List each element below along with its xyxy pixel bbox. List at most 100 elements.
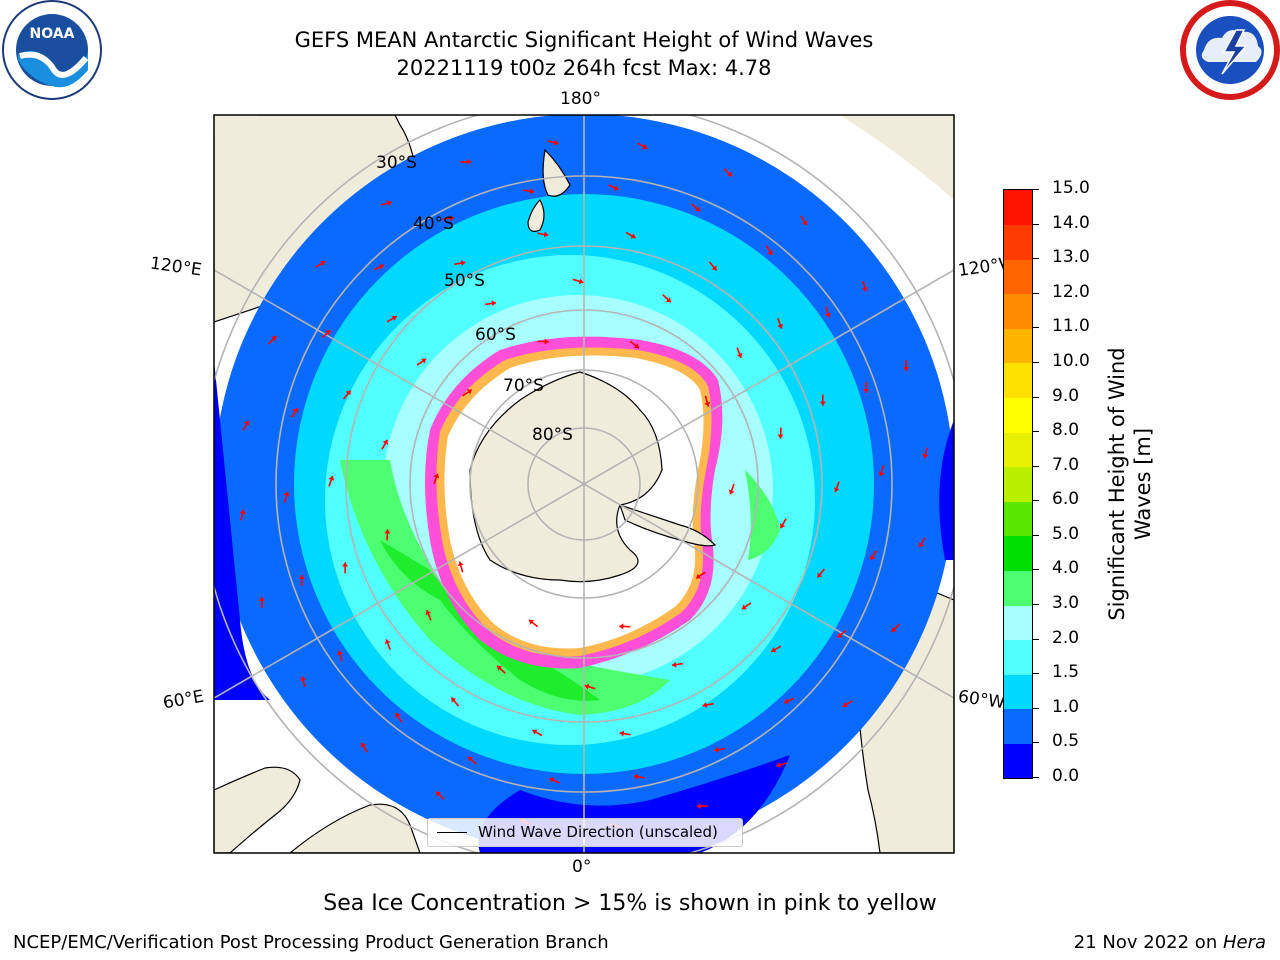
wind-arrow-head	[819, 401, 826, 406]
colorbar-segment	[1004, 328, 1032, 364]
lat-label-40s: 40°S	[413, 214, 454, 234]
colorbar-tick-mark	[1033, 707, 1039, 709]
colorbar-tick-label: 11.0	[1052, 316, 1090, 337]
wind-arrow-head	[544, 338, 549, 345]
wind-arrow-head	[903, 367, 910, 372]
wind-arrow-head	[825, 312, 831, 318]
colorbar-tick-mark	[1033, 638, 1039, 640]
chart-subtitle: 20221119 t00z 264h fcst Max: 4.78	[396, 56, 772, 80]
wind-arrow-head	[671, 661, 677, 668]
wind-arrow-head	[727, 171, 733, 177]
africa-land	[289, 803, 421, 853]
wind-arrow-head	[642, 143, 648, 150]
wind-arrow-head	[777, 323, 784, 329]
colorbar-tick-label: 10.0	[1052, 350, 1090, 371]
colorbar-tick-label: 0.5	[1052, 731, 1080, 752]
antarctic-peninsula	[619, 504, 717, 547]
wind-arrow-head	[543, 231, 549, 238]
colorbar-tick-mark	[1033, 361, 1039, 363]
wind-arrow-head	[271, 335, 277, 341]
wind-arrow-head	[633, 773, 639, 780]
wind-arrow-head	[468, 756, 473, 762]
lon-label-0: 0°	[572, 857, 592, 877]
colorbar-tick-label: 13.0	[1052, 247, 1090, 268]
wind-arrow-head	[395, 713, 401, 719]
colorbar-segment	[1004, 570, 1032, 606]
colorbar-tick-label: 1.5	[1052, 662, 1080, 683]
wind-arrow-head	[704, 401, 711, 407]
wind-arrow-head	[328, 475, 335, 481]
wind-arrow-head	[578, 278, 584, 285]
wind-arrow-head	[258, 596, 265, 601]
wind-arrow-head	[613, 185, 619, 191]
colorbar-tick-mark	[1033, 327, 1039, 329]
wind-arrow-head	[736, 353, 743, 358]
wind-arrow-head	[634, 343, 640, 349]
footer-left: NCEP/EMC/Verification Post Processing Pr…	[13, 932, 609, 953]
wind-arrow-head	[837, 632, 843, 638]
colorbar-segment	[1004, 605, 1032, 641]
colorbar-tick-mark	[1033, 292, 1039, 294]
colorbar-segment	[1004, 362, 1032, 399]
noaa-logo: NOAA	[0, 0, 104, 104]
colorbar-label-line2: Waves [m]	[1131, 427, 1155, 541]
colorbar-segment	[1004, 708, 1032, 744]
wind-arrow-head	[457, 561, 464, 567]
colorbar-tick-mark	[1033, 500, 1039, 502]
colorbar-tick-mark	[1033, 742, 1039, 744]
footer-date: 21 Nov 2022 on	[1073, 932, 1223, 953]
colorbar-tick-mark	[1033, 189, 1039, 190]
colorbar-tick-mark	[1033, 777, 1039, 778]
colorbar-segment	[1004, 224, 1032, 260]
colorbar-tick-mark	[1033, 258, 1039, 260]
wind-arrow-head	[783, 698, 789, 704]
wind-arrow-head	[382, 439, 389, 445]
wind-arrow-head	[714, 746, 719, 753]
colorbar-tick-label: 12.0	[1052, 281, 1090, 302]
wind-arrow-head	[360, 742, 367, 748]
wind-arrow-head	[553, 139, 559, 146]
wind-arrow-head	[549, 777, 555, 783]
wind-arrow-head	[863, 389, 870, 394]
sea-ice-note-text: Sea Ice Concentration > 15% is shown in …	[323, 891, 937, 916]
wind-arrow-head	[433, 473, 440, 479]
colorbar-segment	[1004, 674, 1032, 710]
wind-arrows	[239, 139, 929, 829]
wind-arrow-head	[421, 358, 427, 364]
wind-arrow-head	[386, 200, 392, 206]
wind-arrow-head	[451, 697, 457, 703]
madagascar-land	[214, 766, 301, 853]
colorbar-segment	[1004, 432, 1032, 468]
lat-label-30s: 30°S	[376, 153, 417, 173]
wind-arrow-head	[384, 639, 391, 645]
colorbar-segment	[1004, 535, 1032, 571]
wind-arrow-head	[779, 523, 786, 529]
colorbar-tick-label: 14.0	[1052, 212, 1090, 233]
footer-right: 21 Nov 2022 on Hera	[1074, 932, 1266, 953]
wind-arrow-head	[532, 729, 538, 735]
wind-arrow-head	[619, 730, 625, 737]
wind-arrow-head	[384, 529, 391, 534]
wind-arrow-head	[320, 260, 326, 267]
wind-arrow-head	[425, 610, 432, 615]
colorbar-tick-label: 0.0	[1052, 766, 1080, 786]
wind-arrow-head	[342, 562, 349, 567]
wind-arrow-head	[918, 542, 925, 548]
sea-ice-note: Sea Ice Concentration > 15% is shown in …	[0, 891, 1280, 916]
colorbar-tick-label: 8.0	[1052, 420, 1080, 441]
legend-line-swatch	[437, 832, 467, 833]
colorbar-tick-mark	[1033, 673, 1039, 675]
colorbar-segment	[1004, 501, 1032, 537]
colorbar-segment	[1004, 639, 1032, 675]
colorbar-segment	[1004, 259, 1032, 295]
colorbar-tick-label: 15.0	[1052, 178, 1090, 198]
colorbar-tick-mark	[1033, 431, 1039, 433]
colorbar-segment	[1004, 397, 1032, 433]
wind-arrow-head	[325, 330, 331, 336]
colorbar-ticks: 0.0 0.5 1.0 1.5 2.0 3.0 4.0 5.0 6.0 7.0 8.0 9.0 10.0…	[1033, 178, 1093, 786]
wind-arrow-head	[243, 420, 250, 426]
wind-arrow-head	[292, 408, 298, 413]
colorbar	[1003, 189, 1033, 779]
colorbar-tick-label: 9.0	[1052, 385, 1080, 406]
wind-arrow-head	[695, 206, 700, 212]
